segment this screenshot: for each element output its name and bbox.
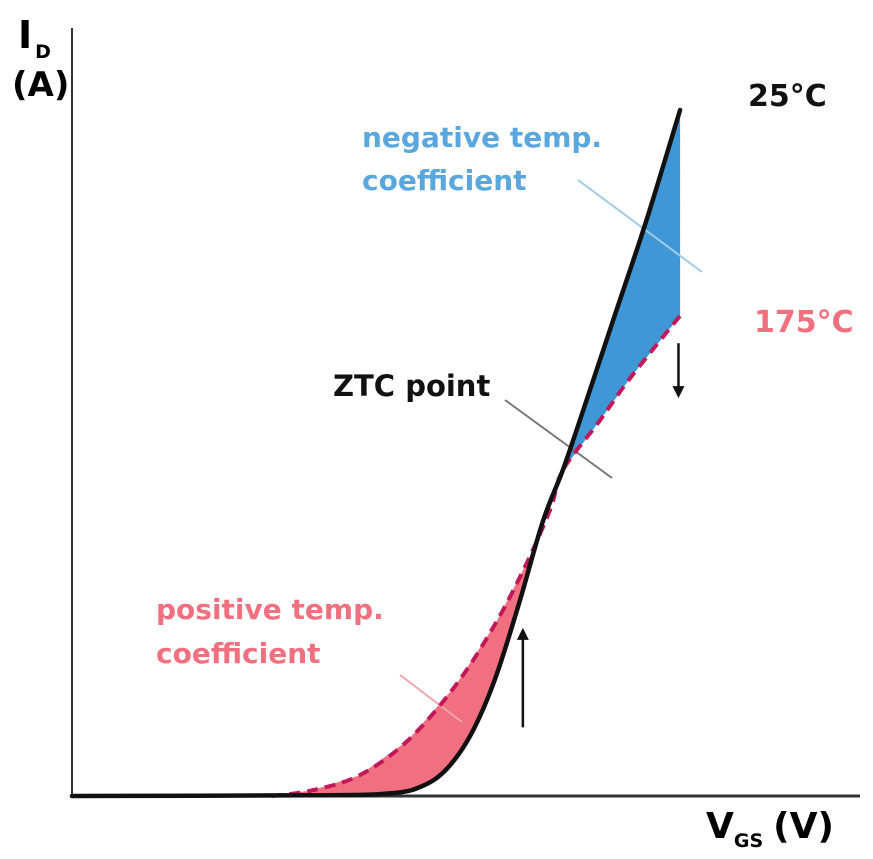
series-175c-curve [271,314,682,798]
x-axis-label: VGS (V) [706,806,834,852]
y-axis-unit: (A) [12,65,69,105]
positive-label-leader [399,674,463,723]
positive-coefficient-region [271,470,563,796]
arrow-down-head-icon [672,386,685,399]
negative-coefficient-label-line1: negative temp. [362,121,602,154]
series-25c-label: 25°C [748,79,827,114]
ztc-point-label: ZTC point [333,369,490,403]
positive-coefficient-label-line1: positive temp. [156,593,384,626]
series-25c-curve [69,107,683,799]
ztc-label-leader [504,399,613,479]
negative-coefficient-region [562,110,681,471]
negative-label-leader [577,179,703,273]
series-175c-label: 175°C [754,305,854,340]
positive-coefficient-label-line2: coefficient [156,637,321,670]
arrow-up-head-icon [516,627,529,640]
negative-coefficient-label-line2: coefficient [362,164,527,197]
